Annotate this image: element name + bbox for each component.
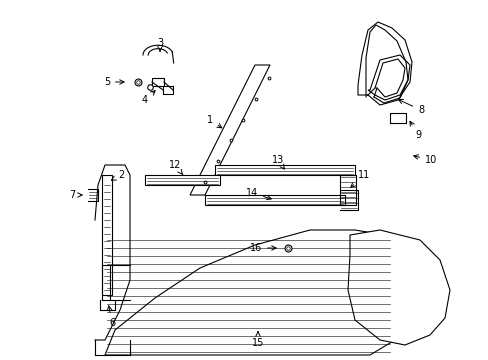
Text: 11: 11	[350, 170, 369, 187]
Text: 1: 1	[206, 115, 222, 128]
Polygon shape	[105, 230, 419, 355]
Text: 10: 10	[413, 155, 436, 165]
Text: 12: 12	[168, 160, 183, 175]
Text: 7: 7	[69, 190, 82, 200]
Text: 13: 13	[271, 155, 284, 169]
Text: 15: 15	[251, 332, 264, 348]
Polygon shape	[190, 65, 269, 195]
Text: 4: 4	[142, 91, 155, 105]
Text: 3: 3	[157, 38, 163, 51]
Text: 2: 2	[111, 170, 124, 180]
Text: 6: 6	[107, 306, 115, 328]
Polygon shape	[204, 195, 345, 205]
Polygon shape	[145, 175, 220, 185]
Text: 16: 16	[249, 243, 276, 253]
Text: 9: 9	[409, 121, 420, 140]
Text: 8: 8	[398, 99, 423, 115]
Polygon shape	[102, 175, 112, 295]
Polygon shape	[347, 230, 449, 345]
Polygon shape	[367, 55, 409, 100]
Polygon shape	[215, 165, 354, 175]
Text: 5: 5	[103, 77, 124, 87]
Text: 14: 14	[245, 188, 271, 200]
